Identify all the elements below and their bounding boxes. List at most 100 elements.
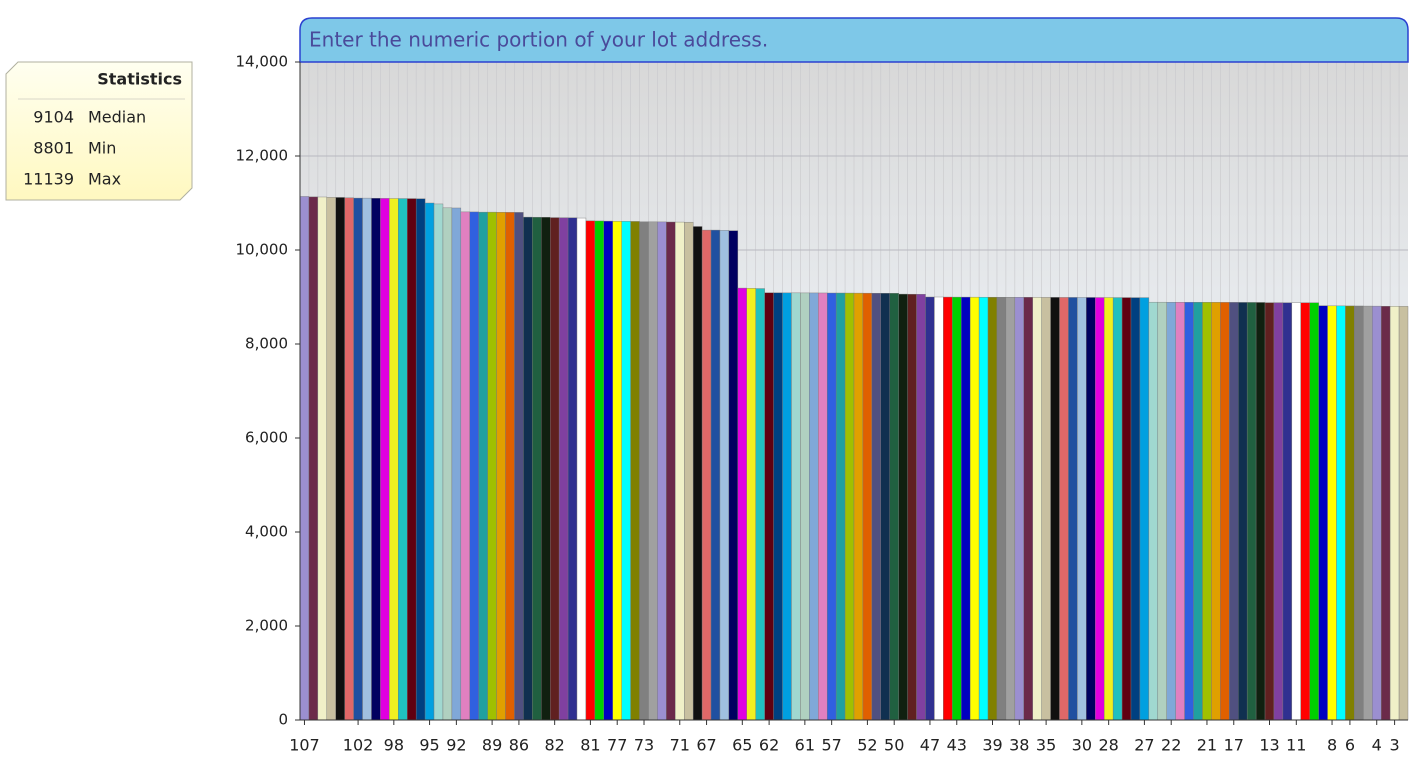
bar: [1327, 305, 1337, 721]
bar: [1309, 302, 1319, 721]
x-tick-label: 22: [1161, 736, 1181, 755]
bar: [648, 221, 658, 721]
bar: [692, 226, 703, 721]
x-tick-label: 86: [509, 736, 529, 755]
bar: [1184, 302, 1194, 721]
bar: [487, 211, 497, 721]
bar: [630, 221, 640, 721]
bar: [1059, 297, 1069, 721]
bar: [1264, 302, 1275, 721]
y-tick-label: 14,000: [236, 53, 289, 71]
x-tick-label: 62: [759, 736, 779, 755]
x-tick-label: 67: [696, 736, 716, 755]
y-tick-label: 6,000: [245, 429, 288, 447]
bar: [460, 211, 470, 721]
bar: [710, 229, 721, 721]
y-tick-label: 2,000: [245, 617, 288, 635]
x-tick-label: 8: [1327, 736, 1337, 755]
bar: [576, 217, 587, 721]
bar: [1166, 302, 1176, 721]
bar: [1246, 302, 1257, 721]
x-tick-label: 6: [1345, 736, 1355, 755]
bar: [567, 217, 578, 721]
y-tick-label: 4,000: [245, 523, 288, 541]
bar: [764, 292, 774, 721]
bar: [335, 197, 345, 721]
bar: [478, 211, 488, 721]
x-tick-label: 30: [1072, 736, 1092, 755]
bar: [1372, 305, 1382, 721]
bar: [1023, 297, 1033, 721]
x-tick-label: 38: [1009, 736, 1029, 755]
x-tick-label: 52: [857, 736, 877, 755]
bar: [1345, 305, 1355, 721]
bar: [907, 293, 917, 721]
bar: [603, 220, 613, 721]
bar: [415, 198, 426, 721]
bar: [773, 292, 783, 721]
x-tick-label: 43: [947, 736, 967, 755]
bar: [353, 197, 363, 721]
bar: [835, 292, 846, 721]
bar: [469, 211, 479, 721]
bar: [675, 221, 685, 721]
chart-title: Enter the numeric portion of your lot ad…: [309, 28, 768, 52]
x-tick-label: 35: [1036, 736, 1056, 755]
bar: [442, 207, 453, 721]
x-tick-label: 28: [1098, 736, 1118, 755]
bar: [1202, 302, 1212, 721]
bar: [978, 296, 989, 721]
bar: [1380, 306, 1391, 721]
bar: [514, 212, 524, 721]
bar: [1050, 297, 1060, 721]
bar: [844, 292, 855, 721]
bar: [523, 216, 533, 721]
x-tick-label: 77: [607, 736, 627, 755]
bar: [585, 220, 596, 721]
bar: [496, 212, 506, 721]
bar: [371, 198, 381, 721]
bar: [1220, 302, 1230, 721]
bar: [1068, 297, 1078, 721]
bar: [961, 296, 971, 721]
x-tick-label: 89: [482, 736, 502, 755]
statistics-label: Max: [88, 170, 121, 189]
bar: [925, 296, 935, 721]
bar: [558, 217, 569, 721]
x-tick-label: 4: [1372, 736, 1382, 755]
x-tick-label: 92: [446, 736, 466, 755]
bar: [755, 288, 765, 721]
bar: [380, 198, 390, 721]
x-tick-label: 39: [982, 736, 1002, 755]
title-banner: [299, 17, 1409, 63]
bar: [1005, 297, 1016, 721]
bar: [1193, 302, 1203, 721]
bar: [1318, 305, 1328, 721]
bar: [317, 196, 328, 721]
statistics-box: [5, 61, 193, 201]
bar: [612, 221, 622, 721]
bar: [1103, 297, 1114, 721]
bar: [299, 196, 310, 721]
bar: [532, 216, 542, 721]
bar: [1255, 302, 1266, 721]
x-tick-label: 13: [1259, 736, 1279, 755]
bar: [1336, 305, 1346, 721]
bar: [800, 292, 810, 721]
bar: [424, 202, 435, 721]
x-tick-label: 73: [634, 736, 654, 755]
bar: [1175, 302, 1185, 721]
bar: [541, 217, 551, 721]
bar: [952, 296, 962, 721]
y-tick-label: 0: [278, 711, 288, 729]
x-tick-label: 98: [384, 736, 404, 755]
bar: [1139, 297, 1150, 721]
x-tick-label: 107: [289, 736, 320, 755]
bar: [594, 220, 605, 721]
bar: [943, 296, 953, 721]
bar: [746, 288, 756, 721]
x-tick-label: 50: [884, 736, 904, 755]
statistics-label: Min: [88, 139, 116, 158]
statistics-label: Median: [88, 108, 146, 127]
